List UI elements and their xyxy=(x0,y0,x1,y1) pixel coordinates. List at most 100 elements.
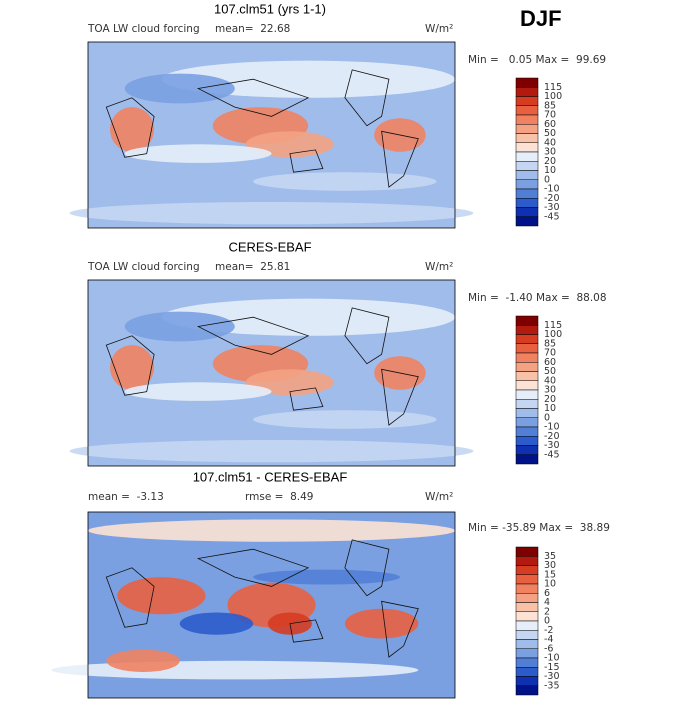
colorbar-cell xyxy=(515,630,539,640)
colorbar-cell xyxy=(515,611,539,622)
colorbar-label: -10 xyxy=(544,184,560,195)
colorbar-label: -45 xyxy=(544,449,560,460)
colorbar-label: 60 xyxy=(544,357,556,368)
colorbar-cell xyxy=(515,325,539,335)
colorbar-cell xyxy=(515,151,539,162)
colorbar-label: 20 xyxy=(544,156,556,167)
colorbar-cell xyxy=(515,417,539,428)
map-field xyxy=(88,519,455,542)
colorbar-label: 85 xyxy=(544,100,556,111)
map-field xyxy=(69,201,474,225)
field-label: TOA LW cloud forcing xyxy=(87,261,200,273)
colorbar-cell xyxy=(515,445,539,455)
colorbar-label: 35 xyxy=(544,551,556,562)
colorbar-label: 50 xyxy=(544,128,556,139)
colorbar-label: -15 xyxy=(544,662,560,673)
map xyxy=(69,279,474,467)
colorbar-cell xyxy=(515,179,539,190)
map xyxy=(51,511,456,699)
colorbar-label: 0 xyxy=(544,174,550,185)
colorbar-cell xyxy=(515,667,539,677)
colorbar-cell xyxy=(515,352,539,363)
colorbar-label: 40 xyxy=(544,137,556,148)
colorbar-cell xyxy=(515,161,539,171)
colorbar-cell xyxy=(515,454,539,465)
colorbar-label: 15 xyxy=(544,569,556,580)
map-field xyxy=(253,410,437,429)
colorbar-cell xyxy=(515,87,539,97)
colorbar-cell xyxy=(515,77,539,88)
colorbar-label: 115 xyxy=(544,320,562,331)
field-label: TOA LW cloud forcing xyxy=(87,23,200,35)
colorbar-cell xyxy=(515,657,539,668)
map-field xyxy=(110,345,155,390)
colorbar-cell xyxy=(515,124,539,134)
colorbar-label: 70 xyxy=(544,110,556,121)
colorbar-label: 10 xyxy=(544,165,556,176)
mean-label: mean= 25.81 xyxy=(215,261,290,273)
colorbar-cell xyxy=(515,426,539,437)
colorbar-label: -10 xyxy=(544,653,560,664)
map-field xyxy=(124,311,235,342)
colorbar-label: -20 xyxy=(544,431,560,442)
colorbar-cell xyxy=(515,170,539,180)
colorbar-label: 40 xyxy=(544,375,556,386)
map-field xyxy=(161,298,455,336)
colorbar-cell xyxy=(515,362,539,372)
colorbar-cell xyxy=(515,639,539,649)
colorbar-cell xyxy=(515,96,539,106)
rmse-label: rmse = 8.49 xyxy=(245,491,313,503)
colorbar-cell xyxy=(515,216,539,227)
colorbar-label: 30 xyxy=(544,385,556,396)
colorbar-cell xyxy=(515,620,539,631)
map-frame xyxy=(87,41,456,229)
colorbar-label: 2 xyxy=(544,606,550,617)
colorbar-label: 30 xyxy=(544,560,556,571)
map-frame xyxy=(87,279,456,467)
panel-title: 107.clm51 (yrs 1-1) xyxy=(214,1,326,16)
colorbar-label: 10 xyxy=(544,403,556,414)
colorbar-cell xyxy=(515,593,539,603)
map-field xyxy=(124,73,235,104)
colorbar-label: 0 xyxy=(544,412,550,423)
colorbar-cell xyxy=(515,343,539,354)
units-label: W/m² xyxy=(425,491,453,503)
mean-label: mean= 22.68 xyxy=(215,23,290,35)
map-field xyxy=(179,612,254,635)
colorbar-cell xyxy=(515,334,539,344)
colorbar-cell xyxy=(515,546,539,557)
panel-title: 107.clm51 - CERES-EBAF xyxy=(193,469,348,484)
colorbar-cell xyxy=(515,371,539,381)
colorbar-label: 60 xyxy=(544,119,556,130)
colorbar-cell xyxy=(515,565,539,575)
colorbar-label: 4 xyxy=(544,597,550,608)
map-field xyxy=(124,144,272,163)
map-field xyxy=(344,608,419,639)
colorbar-label: 85 xyxy=(544,338,556,349)
map-field xyxy=(69,439,474,463)
colorbar-label: 70 xyxy=(544,348,556,359)
map-field xyxy=(253,172,437,191)
colorbar-cell xyxy=(515,133,539,143)
colorbar-label: -30 xyxy=(544,202,560,213)
colorbar-cell xyxy=(515,399,539,409)
colorbar-cell xyxy=(515,408,539,418)
map-field xyxy=(253,569,400,585)
colorbar-label: -30 xyxy=(544,440,560,451)
colorbar-label: 10 xyxy=(544,579,556,590)
colorbar-cell xyxy=(515,142,539,153)
units-label: W/m² xyxy=(425,23,453,35)
colorbar-label: 6 xyxy=(544,588,550,599)
colorbar-cell xyxy=(515,198,539,208)
colorbar-cell xyxy=(515,114,539,125)
map-frame xyxy=(87,511,456,699)
colorbar-cell xyxy=(515,574,539,585)
map-field xyxy=(110,107,155,152)
coastline xyxy=(105,307,419,426)
colorbar-cell xyxy=(515,685,539,696)
coastline xyxy=(105,539,419,658)
colorbar-cell xyxy=(515,602,539,612)
colorbar-cell xyxy=(515,188,539,199)
colorbar-cell xyxy=(515,648,539,659)
panel-title: CERES-EBAF xyxy=(228,239,311,254)
